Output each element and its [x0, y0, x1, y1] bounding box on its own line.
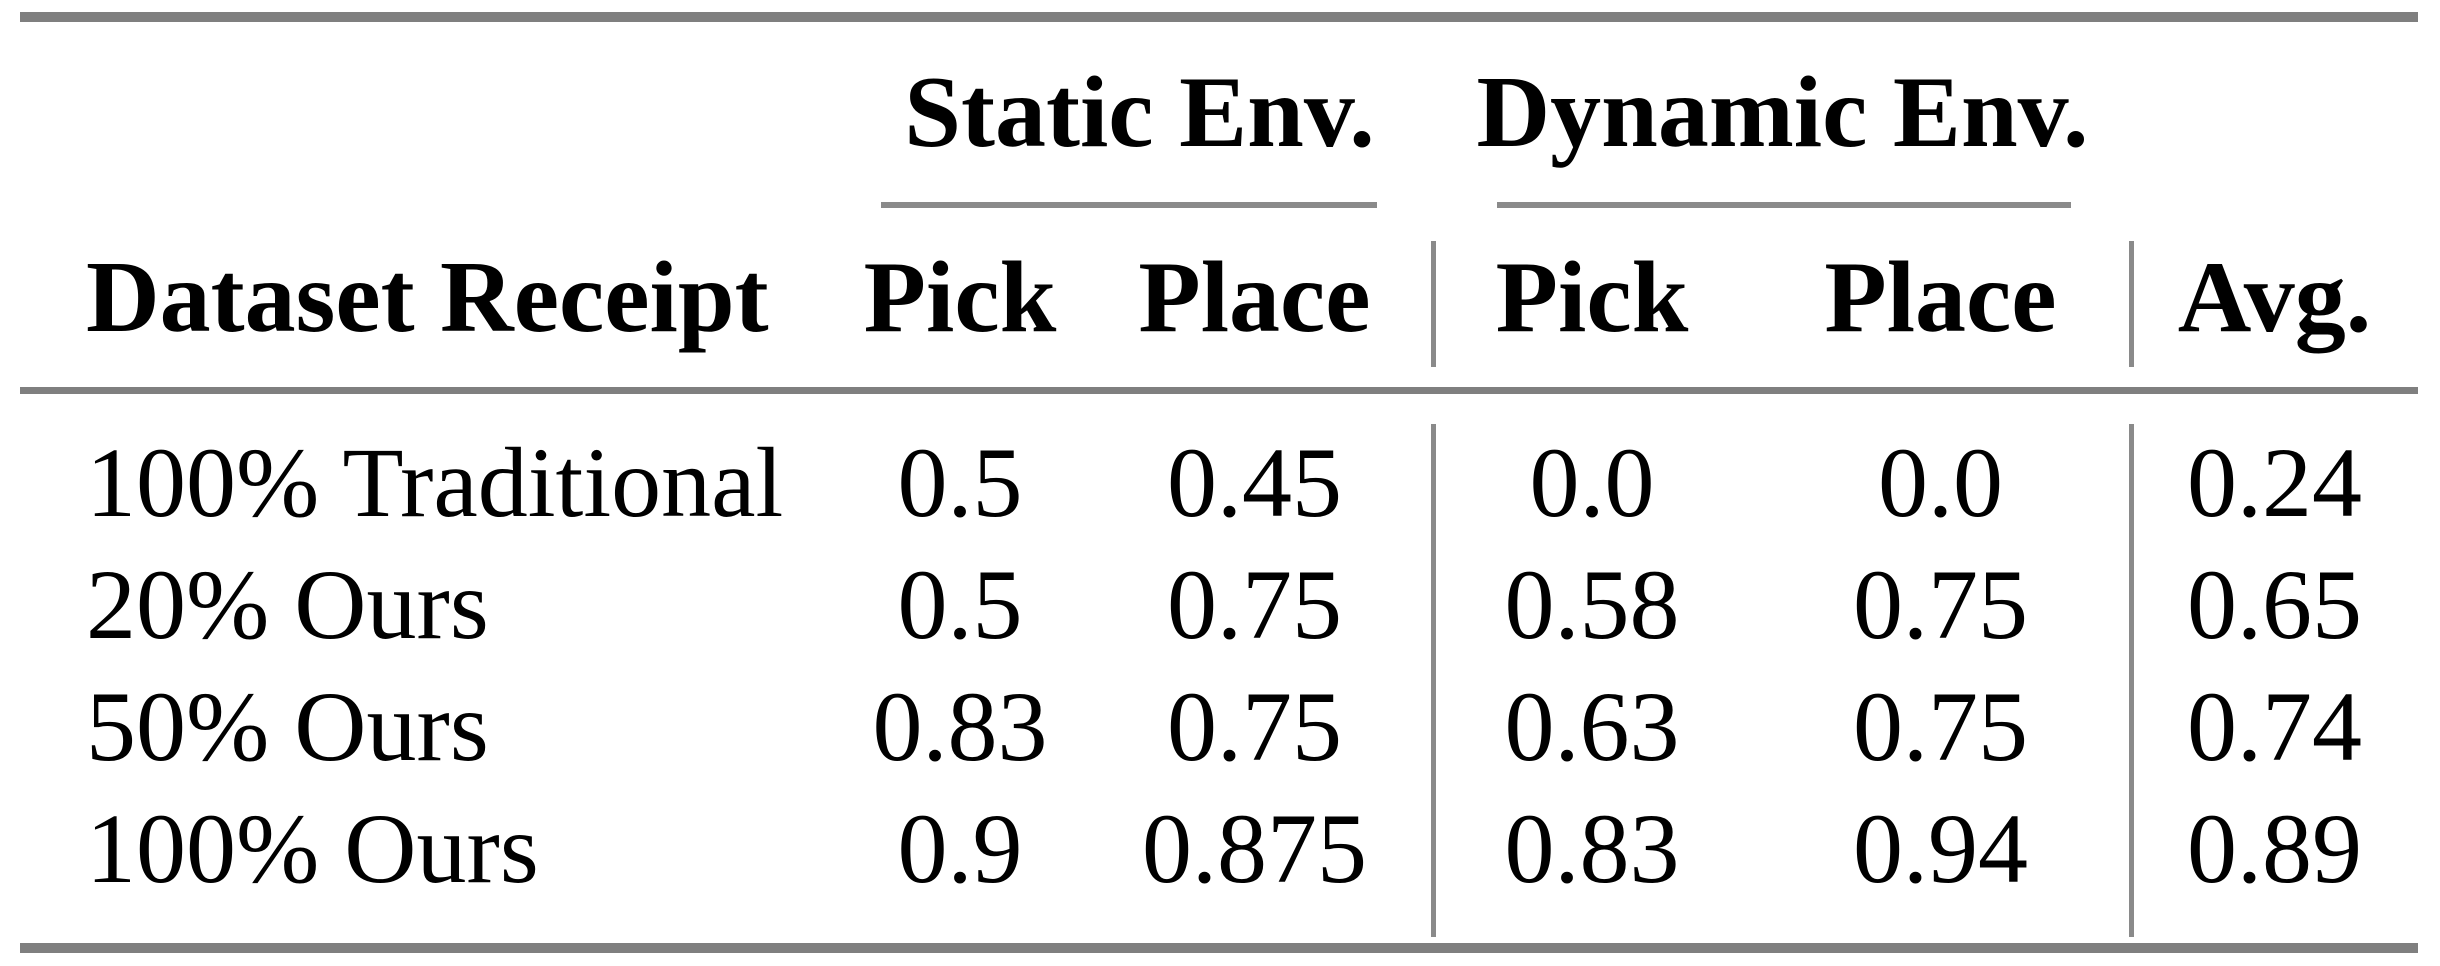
header-static-place: Place: [1138, 240, 1371, 354]
static-env-underline-rule: [881, 202, 1377, 208]
dynamic-place-value: 0.0: [1878, 426, 2003, 538]
column-header-row: Dataset Receipt Pick Place Pick Place Av…: [20, 207, 2418, 387]
dynamic-place-value: 0.75: [1853, 670, 2028, 782]
header-dynamic-pick: Pick: [1495, 240, 1689, 354]
table-top-rule: [20, 12, 2418, 22]
table-row: 50% Ours 0.83 0.75 0.63 0.75 0.74: [20, 665, 2418, 787]
group-row-label-spacer: [20, 22, 845, 202]
static-dynamic-divider-body: [1431, 424, 1436, 937]
static-place-value: 0.45: [1167, 426, 1342, 538]
static-dynamic-divider-header: [1431, 241, 1436, 367]
header-static-pick: Pick: [863, 240, 1057, 354]
column-group-header-row: Static Env. Dynamic Env.: [20, 22, 2418, 202]
static-place-value: 0.875: [1142, 792, 1367, 904]
table-bottom-rule: [20, 943, 2418, 953]
static-pick-value: 0.5: [897, 548, 1023, 660]
static-place-value: 0.75: [1167, 548, 1342, 660]
dynamic-pick-value: 0.58: [1504, 548, 1680, 660]
static-env-group-header: Static Env.: [904, 55, 1375, 169]
dynamic-avg-divider-header: [2129, 241, 2134, 367]
dynamic-pick-value: 0.63: [1504, 670, 1680, 782]
group-row-avg-spacer: [2131, 22, 2418, 202]
table-row: 100% Ours 0.9 0.875 0.83 0.94 0.89: [20, 787, 2418, 909]
header-avg: Avg.: [2177, 240, 2372, 354]
dynamic-pick-value: 0.0: [1529, 426, 1655, 538]
table-row: 20% Ours 0.5 0.75 0.58 0.75 0.65: [20, 543, 2418, 665]
avg-value: 0.65: [2187, 548, 2362, 660]
table-body: 100% Traditional 0.5 0.45 0.0 0.0 0.24 2…: [20, 394, 2418, 909]
static-place-value: 0.75: [1167, 670, 1342, 782]
static-pick-value: 0.83: [872, 670, 1048, 782]
static-pick-value: 0.9: [897, 792, 1023, 904]
dynamic-place-value: 0.94: [1853, 792, 2028, 904]
dynamic-env-underline-rule: [1497, 202, 2071, 208]
avg-value: 0.89: [2187, 792, 2362, 904]
dynamic-env-group-header: Dynamic Env.: [1476, 55, 2089, 169]
row-label: 20% Ours: [86, 548, 489, 660]
header-dynamic-place: Place: [1824, 240, 2057, 354]
avg-value: 0.24: [2187, 426, 2362, 538]
table-row: 100% Traditional 0.5 0.45 0.0 0.0 0.24: [20, 421, 2418, 543]
table-header-rule: [20, 387, 2418, 394]
row-label: 50% Ours: [86, 670, 489, 782]
row-label: 100% Traditional: [86, 426, 784, 538]
static-pick-value: 0.5: [897, 426, 1023, 538]
row-label: 100% Ours: [86, 792, 539, 904]
dynamic-place-value: 0.75: [1853, 548, 2028, 660]
header-dataset-receipt: Dataset Receipt: [86, 240, 769, 354]
dynamic-pick-value: 0.83: [1504, 792, 1680, 904]
avg-value: 0.74: [2187, 670, 2362, 782]
dynamic-avg-divider-body: [2129, 424, 2134, 937]
